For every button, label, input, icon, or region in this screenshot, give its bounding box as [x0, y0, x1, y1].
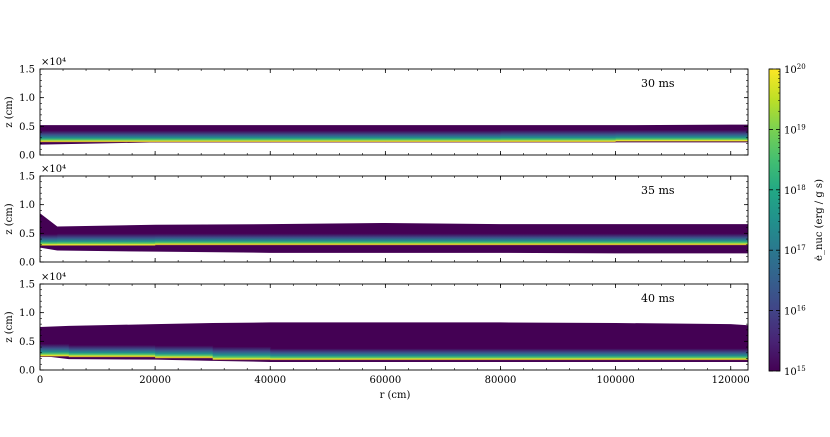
panel-2-field	[40, 213, 748, 254]
y-tick-label: 1.5	[19, 280, 35, 291]
colorbar-ticks: 1015 1016 1017 1018 1019 1020	[769, 63, 806, 378]
burning-band-segment	[57, 233, 156, 247]
burning-band-segment	[730, 233, 748, 246]
x-tick-label: 0	[37, 375, 43, 386]
colorbar-tick-label: 1020	[784, 63, 806, 76]
y-tick-label: 0.5	[19, 337, 35, 348]
burning-band-segment	[212, 346, 271, 361]
x-tick-label: 20000	[139, 375, 171, 386]
burning-band-segment	[155, 345, 214, 359]
panel-1-frame	[39, 68, 749, 156]
time-label: 40 ms	[641, 292, 675, 305]
burning-band-segment	[615, 129, 732, 142]
burning-band-segment	[155, 130, 271, 143]
panel-1: 0.0 0.5 1.0 1.5 z (cm) ×10⁴ 30 ms	[4, 57, 749, 162]
y-tick-label: 0.0	[19, 258, 35, 269]
y-tick-label: 1.0	[19, 308, 35, 319]
y-tick-label: 0.5	[19, 122, 35, 133]
y-multiplier: ×10⁴	[41, 57, 66, 68]
colorbar-tick-label: 1015	[784, 365, 806, 378]
burning-band-segment	[615, 348, 732, 361]
colorbar-label: ė_nuc (erg / g s)	[814, 179, 825, 261]
panel-2-frame	[39, 175, 749, 263]
burning-band-segment	[615, 233, 732, 246]
burning-band-segment	[500, 129, 617, 143]
colorbar: 1015 1016 1017 1018 1019 1020 ė_nuc (erg / g …	[768, 63, 825, 378]
y-multiplier: ×10⁴	[41, 272, 66, 283]
burning-band-segment	[270, 130, 386, 143]
colorbar-tick-label: 1019	[784, 123, 806, 136]
heatmap-panels: 0.0 0.5 1.0 1.5 z (cm) ×10⁴ 30 ms 0.0 0.5 1.0 1.5 z…	[4, 57, 750, 386]
burning-band-segment	[68, 344, 156, 358]
burning-band-segment	[385, 130, 501, 143]
burning-band-segment	[40, 130, 156, 143]
y-tick-label: 1.5	[19, 172, 35, 183]
burning-band-segment	[270, 233, 386, 246]
burning-band-segment	[270, 348, 386, 361]
x-tick-label: 60000	[369, 375, 401, 386]
burning-band-segment	[385, 233, 501, 246]
burning-band-segment	[40, 343, 70, 357]
y-tick-label: 0.0	[19, 366, 35, 377]
y-tick-label: 1.5	[19, 65, 35, 76]
panel-1-field	[40, 124, 748, 145]
colorbar-tick-label: 1016	[784, 305, 806, 318]
x-tick-label: 80000	[485, 375, 517, 386]
panel-2: 0.0 0.5 1.0 1.5 z (cm) ×10⁴ 35 ms	[4, 164, 749, 269]
burning-region-envelope	[40, 213, 748, 254]
panel-3-frame	[39, 283, 749, 371]
x-tick-label: 120000	[712, 375, 750, 386]
x-tick-label: 40000	[254, 375, 286, 386]
x-axis-label: r (cm)	[380, 390, 411, 401]
panel-3: 0.0 0.5 1.0 1.5 z (cm) ×10⁴ 40 ms 0 20000 40000 60…	[4, 272, 750, 386]
y-tick-label: 0.0	[19, 151, 35, 162]
y-axis-label: z (cm)	[4, 311, 15, 342]
burning-band-segment	[500, 348, 617, 361]
burning-band-segment	[155, 233, 271, 246]
time-label: 30 ms	[641, 77, 675, 90]
y-tick-label: 1.0	[19, 200, 35, 211]
burning-band-segment	[500, 233, 617, 246]
time-label: 35 ms	[641, 184, 675, 197]
burning-band-segment	[40, 234, 58, 247]
y-tick-label: 1.0	[19, 93, 35, 104]
y-multiplier: ×10⁴	[41, 164, 66, 175]
y-tick-label: 0.5	[19, 229, 35, 240]
y-axis-label: z (cm)	[4, 203, 15, 234]
burning-band-segment	[730, 129, 748, 142]
colorbar-gradient	[768, 68, 781, 372]
panel-3-field	[40, 322, 748, 362]
colorbar-tick-label: 1018	[784, 184, 806, 197]
x-tick-label: 100000	[597, 375, 635, 386]
burning-band-segment	[385, 348, 501, 361]
burning-band-segment	[730, 348, 748, 361]
colorbar-tick-label: 1017	[784, 244, 806, 257]
y-axis-label: z (cm)	[4, 96, 15, 127]
